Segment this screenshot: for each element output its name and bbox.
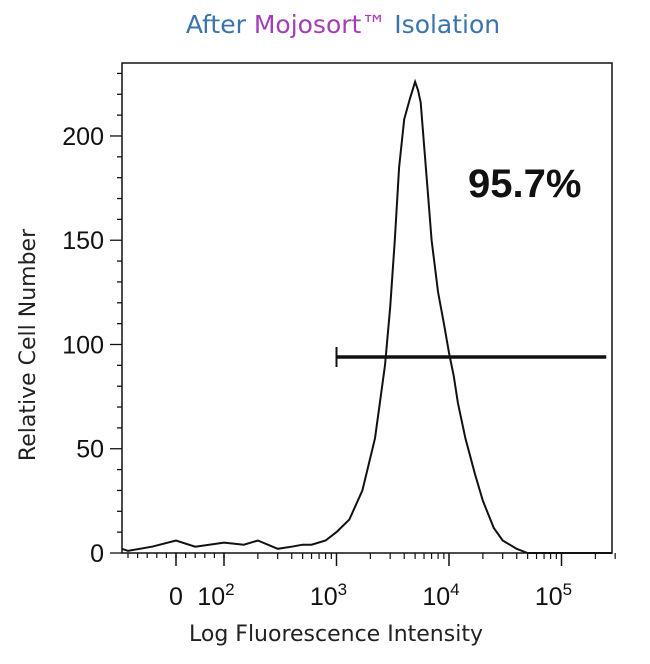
x-tick-label: 102 xyxy=(197,580,234,611)
chart-title: After Mojosort™ Isolation xyxy=(0,10,650,39)
y-axis-label: Relative Cell Number xyxy=(16,228,41,461)
x-tick-label: 103 xyxy=(310,580,347,611)
gate-percentage-label: 95.7% xyxy=(468,162,581,206)
x-tick-label: 105 xyxy=(535,580,572,611)
title-part-after: After xyxy=(185,10,246,39)
y-tick-label: 100 xyxy=(62,331,104,359)
y-tick-label: 0 xyxy=(90,540,104,568)
x-axis: 0 102 103 104 105 xyxy=(127,553,616,611)
y-axis: 0 50 100 150 200 xyxy=(62,72,122,568)
x-tick-label: 104 xyxy=(422,580,459,611)
y-tick-label: 200 xyxy=(62,123,104,151)
x-axis-label: Log Fluorescence Intensity xyxy=(189,622,483,647)
title-part-isolation: Isolation xyxy=(394,10,501,39)
y-tick-label: 50 xyxy=(76,436,104,464)
y-tick-label: 150 xyxy=(62,227,104,255)
x-tick-label: 0 xyxy=(169,583,183,611)
title-part-mojosort: Mojosort™ xyxy=(253,10,387,39)
plot-frame xyxy=(121,62,613,554)
histogram-curve xyxy=(121,78,612,554)
